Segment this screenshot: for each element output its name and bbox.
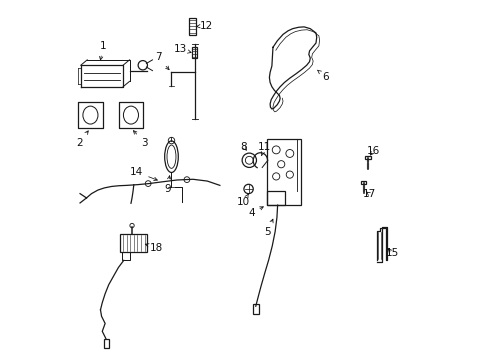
- Text: 7: 7: [155, 52, 169, 70]
- Bar: [120, 234, 147, 252]
- Text: 10: 10: [237, 194, 250, 207]
- Text: 4: 4: [248, 207, 263, 218]
- Bar: [366, 156, 370, 159]
- Bar: [361, 181, 366, 184]
- Text: 5: 5: [264, 219, 273, 237]
- Text: 15: 15: [386, 248, 399, 258]
- Text: 8: 8: [241, 142, 247, 152]
- Bar: [189, 18, 196, 35]
- Bar: [267, 192, 285, 205]
- Text: 6: 6: [318, 70, 329, 82]
- Text: 17: 17: [363, 189, 376, 199]
- Text: 9: 9: [165, 176, 171, 194]
- Bar: [122, 252, 129, 260]
- Bar: [267, 139, 300, 205]
- Bar: [192, 47, 197, 58]
- Text: 12: 12: [196, 21, 213, 31]
- Text: 2: 2: [76, 131, 88, 148]
- Bar: [119, 102, 143, 128]
- Text: 14: 14: [130, 167, 157, 180]
- Text: 13: 13: [174, 45, 191, 54]
- Bar: [78, 102, 102, 128]
- Text: 16: 16: [367, 146, 380, 156]
- Text: 3: 3: [133, 131, 148, 148]
- Text: 11: 11: [258, 142, 271, 156]
- Text: 18: 18: [146, 243, 163, 253]
- Text: 1: 1: [99, 41, 107, 60]
- Bar: [104, 338, 109, 348]
- Bar: [253, 304, 259, 314]
